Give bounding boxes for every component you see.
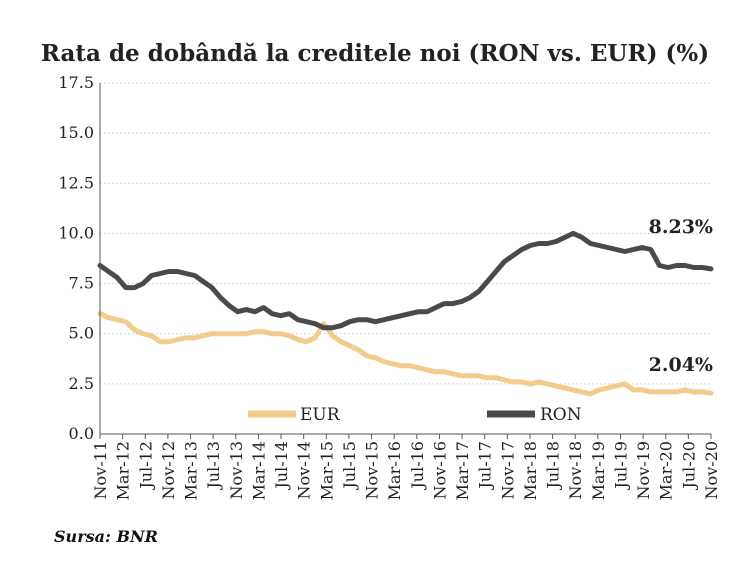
x-tick-label: Mar-20	[657, 441, 676, 500]
legend-label-eur: EUR	[300, 405, 341, 425]
x-tick-label: Mar-12	[114, 441, 133, 500]
x-tick-label: Jul-17	[476, 441, 495, 491]
axes	[99, 83, 712, 439]
x-tick-label: Jul-20	[679, 441, 698, 491]
y-tick-label: 7.5	[69, 274, 94, 293]
x-tick-label: Mar-13	[182, 441, 201, 500]
x-axis-ticks: Nov-11 Mar-12 Jul-12 Nov-12 Mar-13 Jul-13 Nov-…	[91, 441, 721, 500]
x-tick-label: Nov-12	[159, 441, 178, 499]
x-tick-label: Nov-13	[227, 441, 246, 499]
chart-title: Rata de dobândă la creditele noi (RON vs…	[40, 40, 710, 67]
y-tick-label: 12.5	[58, 173, 94, 192]
x-tick-label: Mar-17	[453, 441, 472, 500]
x-tick-label: Nov-20	[702, 441, 721, 499]
series-line-ron	[97, 230, 714, 331]
series-line-eur	[97, 311, 714, 397]
x-tick-label: Mar-16	[385, 441, 404, 500]
x-tick-label: Jul-13	[204, 441, 223, 491]
x-tick-label: Nov-15	[363, 441, 382, 499]
end-label-ron: 8.23%	[649, 216, 713, 238]
x-tick-label: Nov-16	[430, 441, 449, 499]
source-note: Sursa: BNR	[54, 527, 158, 546]
y-tick-label: 5.0	[69, 324, 94, 343]
x-tick-label: Nov-14	[295, 441, 314, 499]
x-tick-label: Jul-15	[340, 441, 359, 491]
x-tick-label: Mar-15	[317, 441, 336, 500]
x-tick-label: Mar-18	[521, 441, 540, 500]
x-tick-label: Jul-14	[272, 441, 291, 491]
y-tick-label: 2.5	[69, 374, 94, 393]
legend-label-ron: RON	[540, 405, 582, 425]
x-tick-label: Nov-18	[566, 441, 585, 499]
x-tick-label: Jul-16	[408, 441, 427, 491]
y-tick-label: 0.0	[69, 424, 94, 443]
end-labels: 8.23% 2.04%	[649, 216, 713, 376]
x-tick-label: Mar-14	[249, 441, 268, 500]
end-label-eur: 2.04%	[649, 354, 713, 376]
y-tick-label: 17.5	[58, 73, 94, 92]
x-tick-label: Nov-11	[91, 441, 110, 499]
y-tick-label: 10.0	[58, 223, 94, 242]
x-tick-label: Jul-19	[611, 441, 630, 491]
legend: EUR RON	[248, 405, 582, 425]
x-tick-label: Nov-17	[498, 441, 517, 499]
y-axis-ticks: 0.0 2.5 5.0 7.5 10.0 12.5 15.0 17.5	[58, 73, 94, 443]
series-lines	[97, 230, 714, 397]
gridlines	[100, 82, 711, 385]
x-tick-label: Mar-19	[589, 441, 608, 500]
x-tick-label: Jul-18	[544, 441, 563, 491]
x-tick-label: Jul-12	[136, 441, 155, 491]
y-tick-label: 15.0	[58, 123, 94, 142]
x-tick-label: Nov-19	[634, 441, 653, 499]
